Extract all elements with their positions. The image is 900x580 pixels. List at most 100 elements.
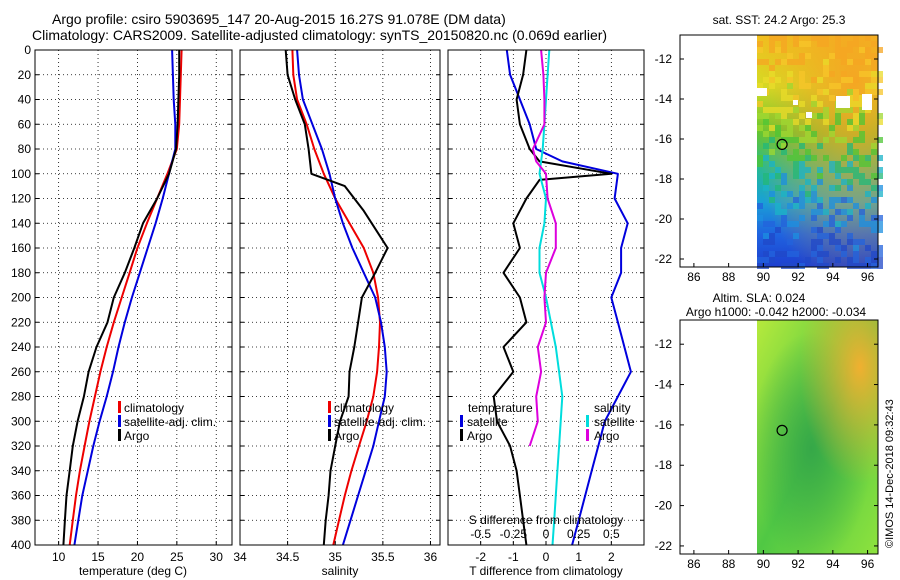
- sst-pixel: [829, 131, 835, 137]
- sst-pixel: [787, 191, 793, 197]
- sst-pixel: [853, 113, 859, 119]
- sst-pixel: [823, 113, 829, 119]
- sst-pixel: [847, 59, 853, 65]
- sst-pixel: [853, 101, 859, 107]
- sst-pixel: [871, 65, 877, 71]
- sst-pixel: [865, 221, 871, 227]
- sst-pixel: [835, 113, 841, 119]
- series-line-satellite-adj-clim-: [73, 50, 177, 545]
- sst-pixel: [877, 113, 883, 119]
- sst-pixel: [877, 173, 883, 179]
- sst-pixel: [775, 107, 781, 113]
- sst-pixel: [859, 221, 865, 227]
- series-line-climatology: [291, 50, 381, 545]
- sst-pixel: [805, 53, 811, 59]
- sst-pixel: [823, 209, 829, 215]
- sst-pixel: [793, 263, 799, 269]
- sst-pixel: [799, 167, 805, 173]
- sst-pixel: [859, 179, 865, 185]
- sst-pixel: [793, 35, 799, 41]
- sst-pixel: [769, 239, 775, 245]
- map-x-tick-label: 88: [722, 270, 736, 284]
- sst-pixel: [823, 41, 829, 47]
- y-tick-label: 60: [18, 117, 32, 131]
- sst-pixel: [811, 197, 817, 203]
- sst-pixel: [841, 77, 847, 83]
- sst-pixel: [823, 71, 829, 77]
- sst-pixel: [847, 89, 853, 95]
- sst-pixel: [835, 107, 841, 113]
- sst-pixel: [805, 83, 811, 89]
- sst-pixel: [805, 131, 811, 137]
- sst-pixel: [853, 245, 859, 251]
- sst-pixel: [805, 167, 811, 173]
- sst-pixel: [805, 191, 811, 197]
- sst-pixel: [793, 161, 799, 167]
- sst-pixel: [781, 221, 787, 227]
- sst-pixel: [787, 239, 793, 245]
- sst-pixel: [769, 161, 775, 167]
- sst-pixel: [793, 137, 799, 143]
- sst-pixel: [865, 191, 871, 197]
- sst-pixel: [877, 251, 883, 257]
- sst-pixel: [823, 263, 829, 269]
- sst-pixel: [859, 161, 865, 167]
- sst-pixel: [811, 251, 817, 257]
- sst-pixel: [841, 245, 847, 251]
- sst-pixel: [853, 155, 859, 161]
- sst-pixel: [769, 65, 775, 71]
- map-y-tick-label: -18: [655, 458, 673, 472]
- header-line-1: Argo profile: csiro 5903695_147 20-Aug-2…: [52, 11, 506, 27]
- sst-pixel: [871, 221, 877, 227]
- sst-pixel: [835, 161, 841, 167]
- map-y-tick-label: -16: [655, 132, 673, 146]
- sst-pixel: [805, 197, 811, 203]
- sst-pixel: [829, 203, 835, 209]
- sst-pixel: [799, 215, 805, 221]
- y-tick-label: 140: [11, 216, 31, 230]
- legend-label-argo: Argo: [334, 429, 360, 443]
- sst-pixel: [829, 125, 835, 131]
- sst-pixel: [847, 149, 853, 155]
- sst-pixel: [865, 203, 871, 209]
- sst-pixel: [859, 71, 865, 77]
- sst-pixel: [811, 239, 817, 245]
- series-line-argo-temperature-: [492, 50, 613, 545]
- sst-pixel: [853, 251, 859, 257]
- sst-pixel: [757, 215, 763, 221]
- sst-pixel: [871, 53, 877, 59]
- sst-pixel: [835, 227, 841, 233]
- sst-pixel: [853, 173, 859, 179]
- sst-pixel: [757, 41, 763, 47]
- sst-pixel: [799, 203, 805, 209]
- sst-pixel: [847, 107, 853, 113]
- sst-pixel: [817, 197, 823, 203]
- footer-credit: ©IMOS 14-Dec-2018 09:32:43: [884, 399, 896, 548]
- sst-pixel: [781, 263, 787, 269]
- sst-pixel: [811, 137, 817, 143]
- sst-pixel: [877, 137, 883, 143]
- legend-swatch-satellite-s: [586, 415, 589, 427]
- legend-label-climatology: climatology: [334, 401, 394, 415]
- sst-pixel: [841, 155, 847, 161]
- sst-pixel: [853, 137, 859, 143]
- sst-pixel: [757, 47, 763, 53]
- sst-pixel: [871, 83, 877, 89]
- sst-pixel: [799, 113, 805, 119]
- sla-map-frame: [679, 319, 879, 555]
- x-tick-label: 2: [608, 550, 615, 564]
- sst-pixel: [847, 77, 853, 83]
- sst-pixel: [841, 221, 847, 227]
- sst-pixel: [853, 203, 859, 209]
- sst-pixel: [769, 137, 775, 143]
- legend-swatch-argo-s: [586, 429, 589, 441]
- sst-pixel: [799, 173, 805, 179]
- sst-pixel: [817, 143, 823, 149]
- y-tick-label: 0: [24, 43, 31, 57]
- sst-pixel: [787, 251, 793, 257]
- sst-pixel: [781, 143, 787, 149]
- sst-pixel: [793, 167, 799, 173]
- sst-pixel: [793, 221, 799, 227]
- sst-pixel: [769, 221, 775, 227]
